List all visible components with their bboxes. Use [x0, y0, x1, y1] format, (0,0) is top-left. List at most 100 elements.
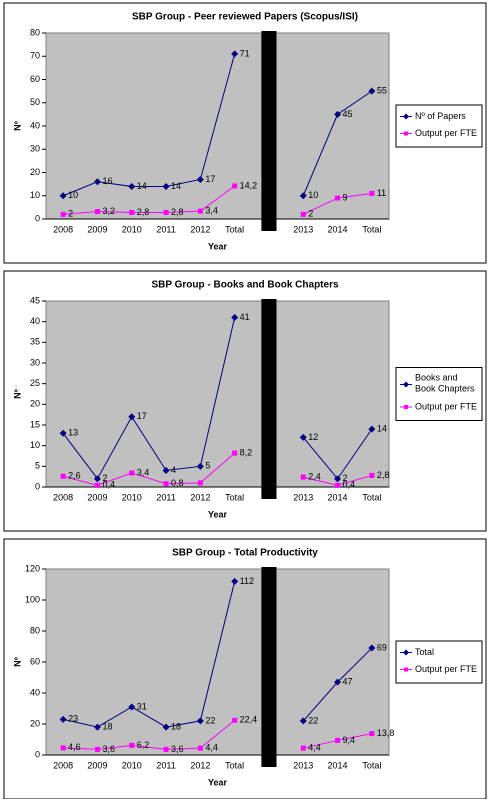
x-tick-label: Total [362, 760, 381, 770]
x-tick-label: 2011 [156, 224, 175, 234]
x-tick-label: 2014 [328, 224, 348, 234]
data-label: 3,2 [102, 206, 115, 216]
y-tick-label: 10 [30, 190, 40, 200]
y-tick-label: 45 [30, 295, 40, 305]
data-label: 13 [68, 428, 78, 438]
legend-label: Output per FTE [415, 128, 477, 138]
marker [197, 208, 203, 214]
marker [162, 723, 170, 731]
marker [59, 715, 67, 723]
x-tick-label: 2014 [328, 492, 348, 502]
marker [163, 209, 169, 215]
y-tick-label: 60 [30, 74, 40, 84]
data-label: 2 [102, 473, 107, 483]
marker [334, 110, 342, 118]
data-label: 9,4 [343, 735, 356, 745]
x-axis-title: Year [208, 241, 228, 251]
marker [60, 745, 66, 751]
data-label: 0,8 [171, 478, 184, 488]
marker [163, 746, 169, 752]
separator-bar [261, 567, 277, 767]
x-tick-label: 2011 [156, 760, 175, 770]
marker [300, 474, 306, 480]
data-label: 18 [171, 721, 181, 731]
marker [94, 482, 100, 488]
marker [93, 723, 101, 731]
marker [128, 182, 136, 190]
y-axis-title: Nº [12, 388, 22, 398]
marker [335, 195, 341, 201]
marker [162, 466, 170, 474]
x-tick-label: 2010 [122, 224, 142, 234]
legend-label: Output per FTE [415, 664, 477, 674]
data-label: 9 [343, 192, 348, 202]
y-tick-label: 0 [35, 481, 40, 491]
data-label: 47 [343, 677, 353, 687]
x-tick-label: Total [362, 492, 381, 502]
y-tick-label: 70 [30, 51, 40, 61]
data-label: 18 [102, 721, 112, 731]
chart-title: SBP Group - Total Productivity [172, 548, 318, 559]
y-tick-label: 25 [30, 378, 40, 388]
y-tick-label: 5 [35, 461, 40, 471]
x-tick-label: Total [362, 224, 381, 234]
marker [196, 462, 204, 470]
marker [129, 742, 135, 748]
y-tick-label: 100 [25, 594, 40, 604]
marker [369, 472, 375, 478]
data-label: 13,8 [377, 728, 395, 738]
chart-title: SBP Group - Books and Book Chapters [151, 280, 338, 291]
marker [94, 746, 100, 752]
x-tick-label: 2011 [156, 492, 175, 502]
data-label: 10 [68, 190, 78, 200]
marker [368, 644, 376, 652]
marker [197, 745, 203, 751]
marker [94, 209, 100, 215]
legend: Total Output per FTE [395, 640, 483, 684]
x-tick-label: Total [225, 224, 244, 234]
x-tick-label: 2010 [122, 760, 142, 770]
plot-area [45, 32, 390, 220]
data-label: 2 [308, 209, 313, 219]
marker [196, 717, 204, 725]
legend-box [395, 367, 483, 421]
y-tick-label: 20 [30, 718, 40, 728]
y-tick-label: 0 [35, 749, 40, 759]
y-tick-label: 20 [30, 167, 40, 177]
x-tick-label: 2013 [293, 224, 313, 234]
data-label: 69 [377, 642, 387, 652]
data-label: 45 [343, 109, 353, 119]
legend-label: Books and Book Chapters [415, 373, 475, 394]
legend-marker [403, 381, 409, 388]
marker [231, 577, 239, 585]
data-label: 2,8 [137, 207, 150, 217]
marker [232, 717, 238, 723]
x-tick-label: 2013 [293, 492, 313, 502]
marker [128, 413, 136, 421]
x-tick-label: 2008 [53, 224, 73, 234]
x-tick-label: 2009 [87, 224, 107, 234]
data-label: 0,4 [343, 480, 356, 490]
legend-marker [403, 649, 409, 656]
data-label: 6,2 [137, 740, 150, 750]
data-label: 16 [102, 176, 112, 186]
data-label: 2 [343, 473, 348, 483]
x-tick-label: 2012 [190, 760, 210, 770]
marker [334, 678, 342, 686]
marker [231, 314, 239, 322]
data-label: 17 [205, 174, 215, 184]
x-tick-label: 2012 [190, 492, 210, 502]
legend-box [395, 104, 483, 148]
legend-label-line: Book Chapters [415, 384, 475, 394]
x-tick-label: 2013 [293, 760, 313, 770]
x-tick-label: 2014 [328, 760, 348, 770]
data-label: 71 [240, 48, 250, 58]
data-label: 22 [205, 715, 215, 725]
data-label: 14 [171, 181, 181, 191]
data-label: 31 [137, 701, 147, 711]
legend-label: Total [415, 647, 434, 657]
marker [93, 178, 101, 186]
x-tick-label: 2008 [53, 492, 73, 502]
